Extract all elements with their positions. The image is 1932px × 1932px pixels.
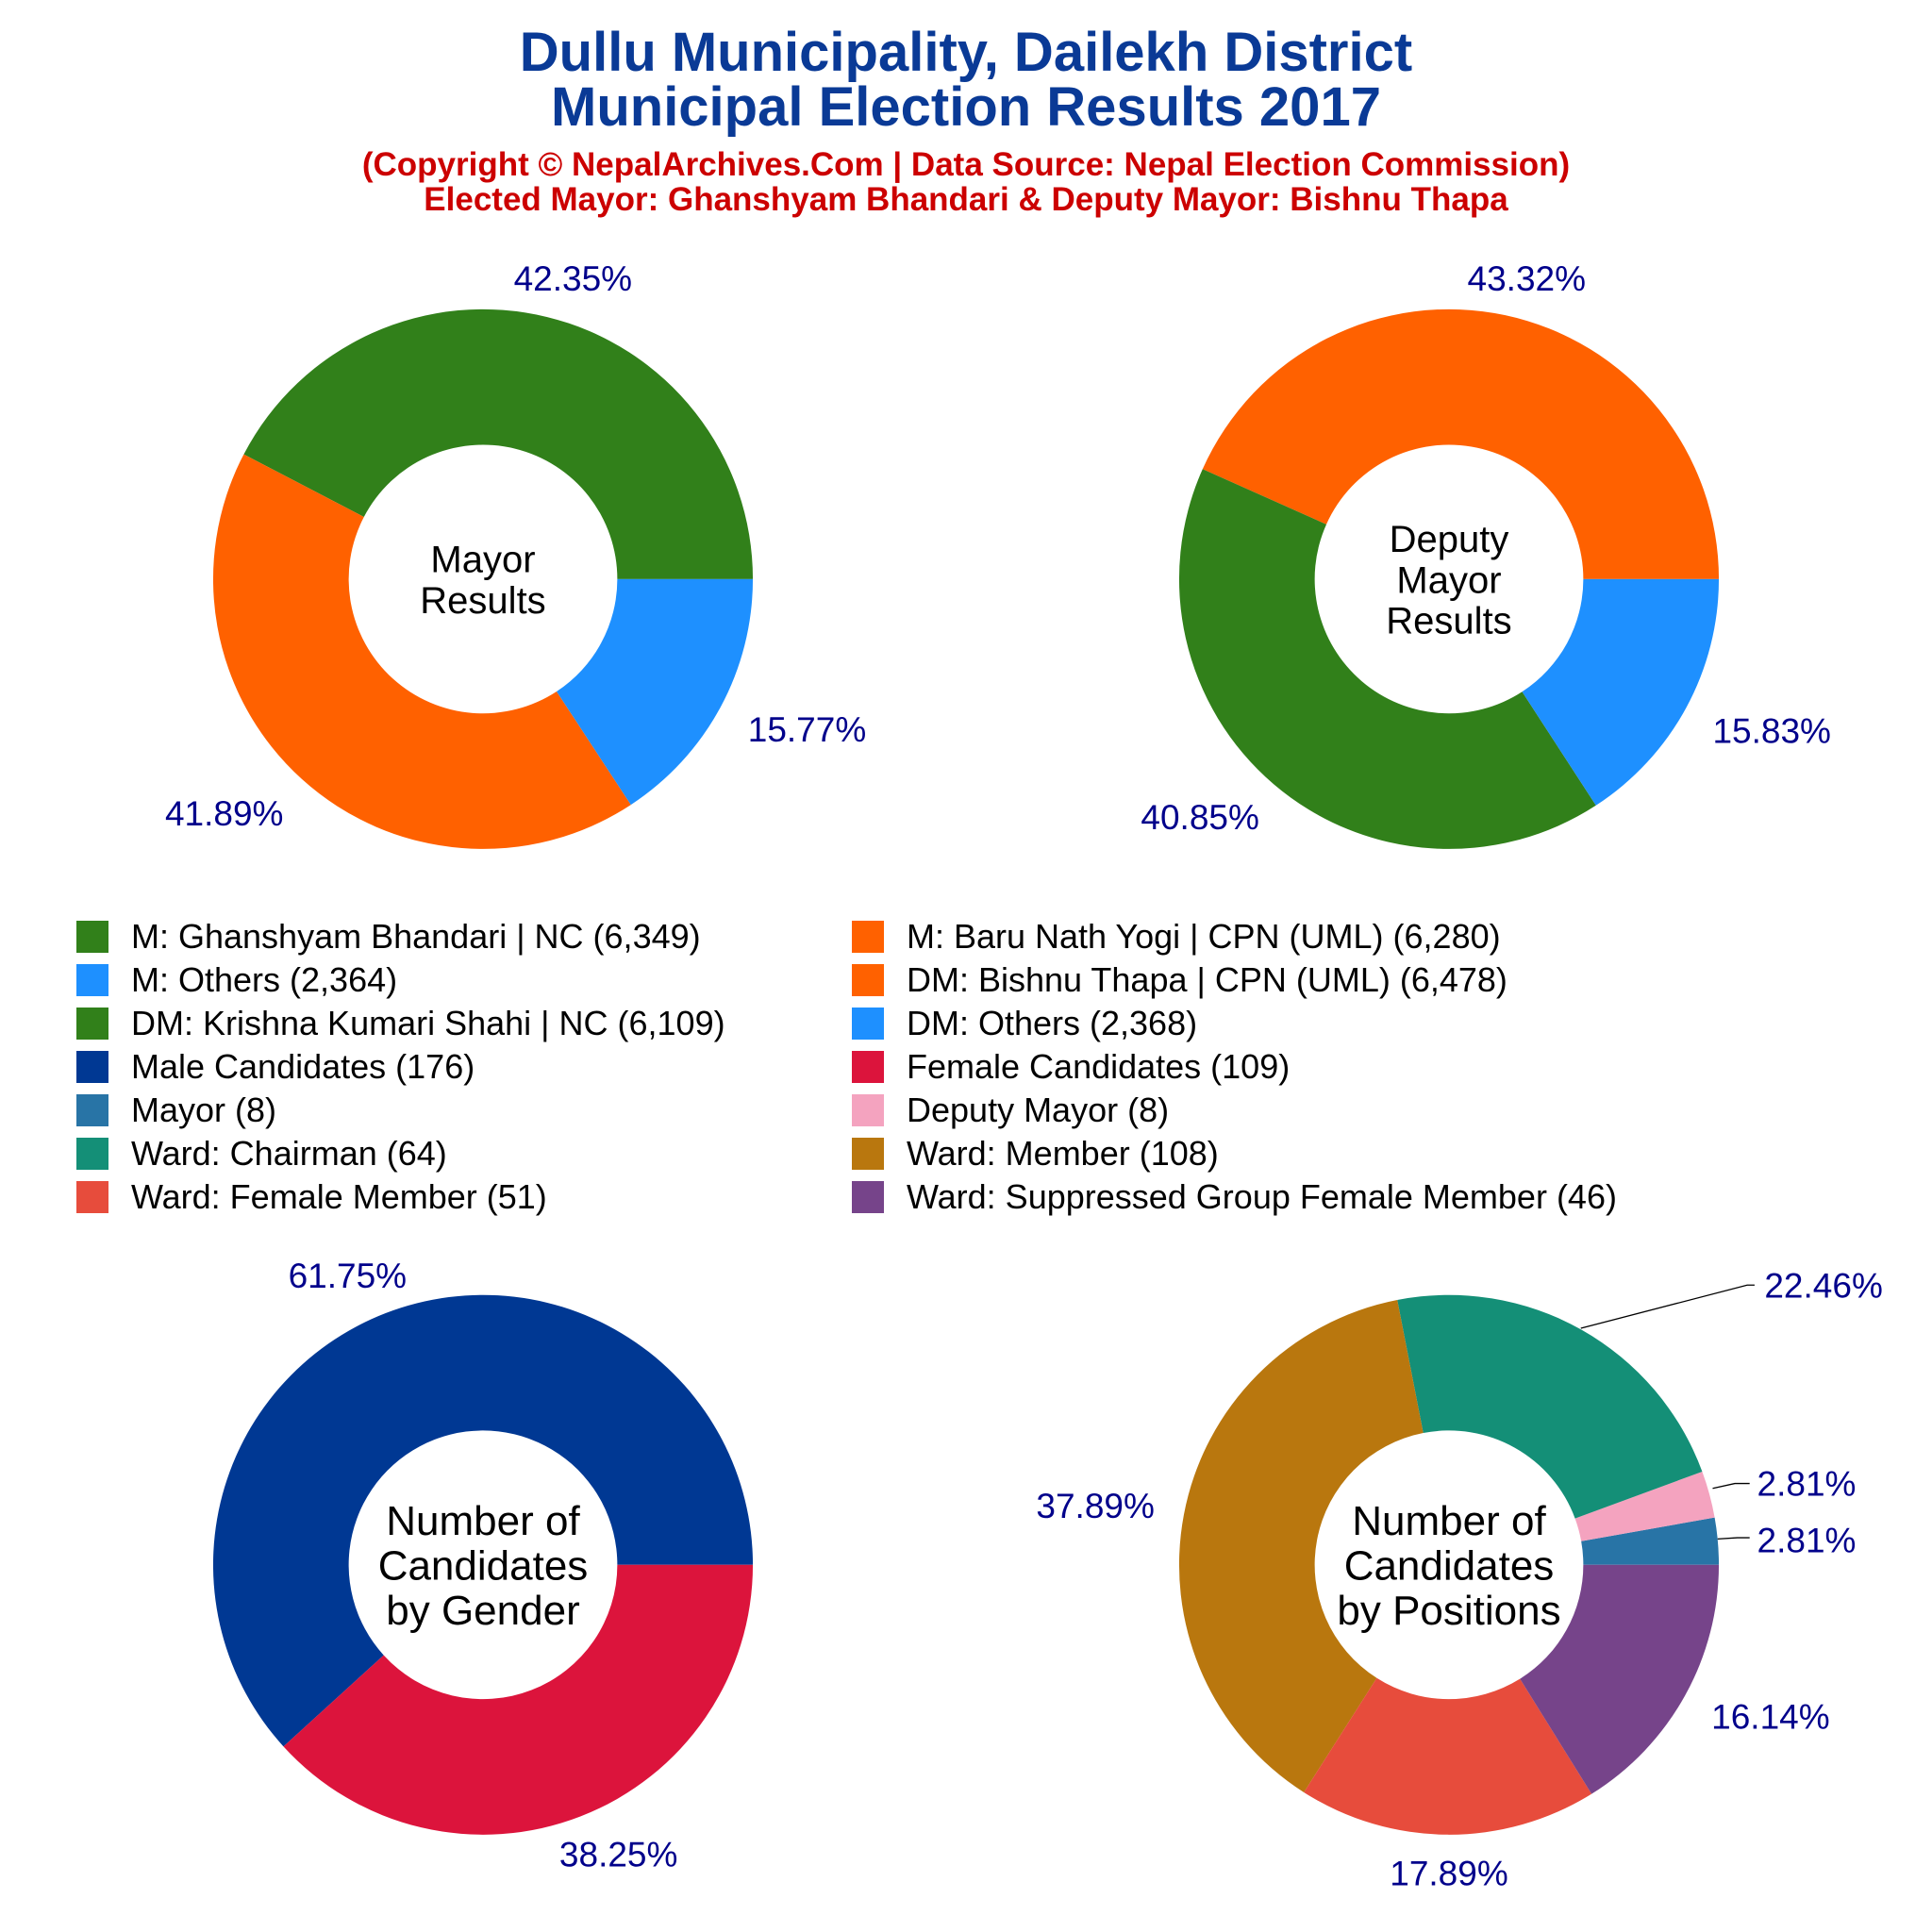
slice-percent-label: 41.89% [165,794,284,833]
donut-center-label: Candidates [1344,1543,1555,1590]
donut-slice [557,578,754,806]
legend-item: M: Others (2,364) [76,958,397,1002]
slice-percent-label: 2.81% [1757,1522,1857,1560]
legend-swatch [852,1051,884,1083]
legend-label: Male Candidates (176) [131,1047,475,1086]
donut-center-label: Mayor [1396,559,1501,601]
slice-percent-label: 43.32% [1468,259,1587,298]
legend-label: Mayor (8) [131,1091,277,1129]
legend-label: DM: Krishna Kumari Shahi | NC (6,109) [131,1004,725,1042]
legend-swatch [76,1181,108,1213]
slice-percent-label: 37.89% [1036,1487,1155,1525]
donut-center-label: by Gender [386,1588,579,1634]
donut-slice [1581,1517,1720,1565]
legend-swatch [76,1094,108,1126]
legend-label: M: Baru Nath Yogi | CPN (UML) (6,280) [907,917,1501,956]
legend-item: M: Baru Nath Yogi | CPN (UML) (6,280) [852,915,1501,958]
legend-swatch [852,921,884,953]
legend-item: Ward: Member (108) [852,1132,1219,1175]
legend-item: Female Candidates (109) [852,1045,1290,1089]
legend-swatch [76,1008,108,1040]
legend-swatch [852,1138,884,1170]
legend-swatch [76,1051,108,1083]
legend: M: Ghanshyam Bhandari | NC (6,349) M: Bar… [0,915,1932,1226]
legend-swatch [852,1181,884,1213]
donut-slice [283,1564,754,1835]
donut-slice [1574,1471,1715,1541]
donut-center-label: Results [420,580,545,622]
chart-title-line-1: Dullu Municipality, Dailekh District [519,22,1413,83]
donut-center-label: Number of [386,1498,580,1544]
legend-label: Deputy Mayor (8) [907,1091,1170,1129]
donut-center-label: Number of [1352,1498,1546,1544]
slice-percent-label: 2.81% [1757,1465,1857,1504]
donut-slice [243,308,754,579]
legend-label: M: Ghanshyam Bhandari | NC (6,349) [131,917,701,956]
legend-swatch [76,921,108,953]
leader-line [1580,1284,1755,1329]
donut-center-label: Mayor [430,540,535,581]
legend-label: Ward: Chairman (64) [131,1134,447,1173]
legend-label: Ward: Female Member (51) [131,1177,547,1216]
subtitle-elected: Elected Mayor: Ghanshyam Bhandari & Depu… [424,181,1508,218]
subtitle-copyright: (Copyright © NepalArchives.Com | Data So… [361,146,1571,183]
legend-item: Deputy Mayor (8) [852,1089,1169,1132]
donut-slice [1202,308,1720,579]
chart-title-line-2: Municipal Election Results 2017 [551,76,1381,138]
slice-percent-label: 38.25% [559,1836,678,1874]
legend-swatch [852,1094,884,1126]
legend-label: M: Others (2,364) [131,960,398,999]
donut-center-label: Candidates [378,1543,589,1590]
legend-item: DM: Bishnu Thapa | CPN (UML) (6,478) [852,958,1507,1002]
legend-label: Ward: Suppressed Group Female Member (46… [907,1177,1617,1216]
slice-percent-label: 42.35% [514,259,633,298]
legend-swatch [852,964,884,996]
donut-slice [1522,578,1720,806]
donut-slice [1520,1564,1720,1794]
legend-item: Mayor (8) [76,1089,276,1132]
slice-percent-label: 40.85% [1141,798,1259,837]
legend-item: Ward: Chairman (64) [76,1132,447,1175]
leader-line [1712,1482,1750,1490]
legend-label: DM: Bishnu Thapa | CPN (UML) (6,478) [907,960,1507,999]
donut-center-label: Results [1386,600,1511,641]
donut-slice [1178,469,1596,849]
donut-slice [1397,1294,1703,1519]
slice-percent-label: 16.14% [1711,1697,1830,1736]
legend-label: DM: Others (2,368) [907,1004,1198,1042]
legend-item: Male Candidates (176) [76,1045,475,1089]
donut-chart: 2.81% 2.81% 22.46% 37.89% 17.89% 16.14% Number… [1036,1266,1882,1892]
donut-slice [212,454,631,849]
leader-line [1717,1537,1750,1540]
legend-swatch [852,1008,884,1040]
donut-slice [212,1294,754,1747]
legend-label: Ward: Member (108) [907,1134,1219,1173]
donut-slice [1178,1300,1424,1792]
donut-center-label: by Positions [1337,1588,1560,1634]
slice-percent-label: 15.77% [748,710,867,749]
slice-percent-label: 17.89% [1390,1854,1508,1892]
donut-center-label: Deputy [1390,519,1509,560]
legend-item: DM: Others (2,368) [852,1002,1197,1045]
legend-swatch [76,1138,108,1170]
legend-item: DM: Krishna Kumari Shahi | NC (6,109) [76,1002,725,1045]
legend-item: Ward: Suppressed Group Female Member (46… [852,1175,1617,1219]
donut-slice [1304,1677,1592,1835]
legend-label: Female Candidates (109) [907,1047,1291,1086]
legend-item: Ward: Female Member (51) [76,1175,547,1219]
legend-swatch [76,964,108,996]
slice-percent-label: 15.83% [1712,712,1831,751]
slice-percent-label: 22.46% [1764,1266,1883,1305]
legend-item: M: Ghanshyam Bhandari | NC (6,349) [76,915,701,958]
slice-percent-label: 61.75% [289,1257,408,1295]
